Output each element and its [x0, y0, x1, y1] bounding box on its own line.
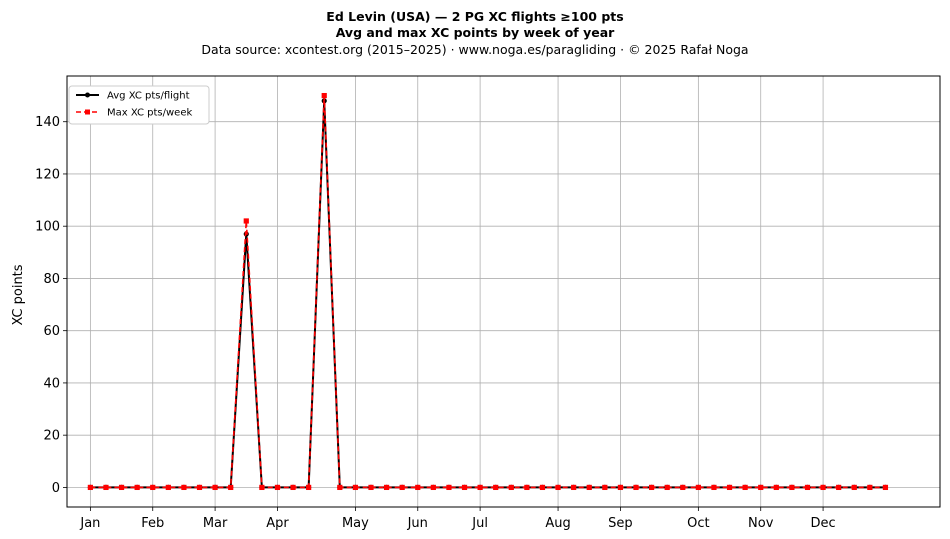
max-point — [415, 484, 421, 491]
max-point — [461, 484, 468, 491]
x-tick-label: Jul — [471, 516, 488, 531]
chart-subtitle: Avg and max XC points by week of year — [335, 25, 615, 40]
chart-title: Ed Levin (USA) — 2 PG XC flights ≥100 pt… — [326, 9, 624, 24]
max-point — [508, 484, 514, 491]
grid-lines — [67, 76, 940, 507]
max-point — [337, 484, 343, 491]
x-tick-label: Dec — [811, 516, 836, 531]
max-point — [867, 484, 873, 491]
legend: Avg XC pts/flight Max XC pts/week — [68, 85, 210, 125]
axis-ticks: 0 20 40 60 80 100 120 140 Jan Feb Mar Apr May Jun Jul A… — [35, 115, 835, 531]
max-point — [539, 484, 546, 491]
y-tick-label: 80 — [43, 272, 60, 287]
max-point — [306, 484, 312, 491]
max-point — [446, 484, 452, 491]
max-point — [399, 484, 405, 491]
x-tick-label: Feb — [141, 516, 164, 531]
max-point — [118, 484, 125, 491]
max-point — [228, 484, 234, 491]
max-point — [352, 484, 359, 491]
x-tick-label: May — [342, 516, 369, 531]
max-point — [586, 484, 592, 491]
max-point — [196, 484, 203, 491]
x-tick-label: Apr — [266, 516, 289, 531]
max-point — [804, 484, 811, 491]
max-point — [493, 484, 499, 491]
legend-marker-max — [85, 109, 90, 115]
max-point — [150, 484, 156, 491]
max-point — [617, 484, 624, 491]
y-tick-label: 0 — [52, 481, 60, 496]
max-point — [103, 484, 109, 491]
max-point — [212, 484, 218, 491]
max-point — [368, 484, 374, 491]
plot-area-frame — [66, 75, 941, 508]
series-line-avg — [90, 100, 886, 489]
max-point — [726, 484, 733, 491]
x-tick-label: Sep — [608, 516, 633, 531]
legend-label-avg: Avg XC pts/flight — [107, 91, 190, 102]
max-point — [633, 484, 639, 491]
max-point — [773, 484, 779, 491]
max-point — [602, 484, 608, 491]
x-tick-label: Nov — [748, 516, 774, 531]
max-point — [274, 484, 281, 491]
max-point — [851, 484, 857, 491]
max-point — [87, 484, 93, 491]
y-tick-label: 20 — [43, 429, 60, 444]
x-tick-label: Jan — [79, 516, 100, 531]
max-point — [820, 484, 826, 491]
max-point — [758, 484, 764, 491]
series-lines — [87, 92, 889, 491]
x-tick-label: Oct — [687, 516, 709, 531]
max-point — [664, 484, 670, 491]
max-point — [711, 484, 717, 491]
data-source-note: Data source: xcontest.org (2015–2025) · … — [201, 42, 749, 57]
max-point — [290, 484, 296, 491]
max-point — [571, 484, 577, 491]
max-point — [383, 484, 390, 491]
max-point — [836, 484, 842, 491]
max-point — [882, 484, 889, 491]
max-point — [477, 484, 483, 491]
y-tick-label: 120 — [35, 167, 60, 182]
series-line-max — [90, 95, 886, 489]
legend-box — [68, 85, 210, 125]
max-point — [430, 484, 436, 491]
legend-label-max: Max XC pts/week — [107, 108, 192, 119]
y-tick-label: 140 — [35, 115, 60, 130]
max-point — [648, 484, 655, 491]
max-point — [181, 484, 187, 491]
max-point — [243, 218, 249, 224]
max-point — [524, 484, 530, 491]
max-point — [555, 484, 561, 491]
x-tick-label: Aug — [545, 516, 570, 531]
x-tick-label: Jun — [407, 516, 428, 531]
y-tick-label: 100 — [35, 220, 60, 235]
max-point — [134, 484, 140, 491]
y-tick-label: 40 — [43, 376, 60, 391]
max-point — [165, 484, 171, 491]
max-point — [259, 484, 265, 491]
max-point — [789, 484, 795, 491]
y-tick-label: 60 — [43, 324, 60, 339]
max-point — [321, 92, 327, 99]
y-axis-label: XC points — [11, 264, 26, 325]
max-point — [680, 484, 686, 491]
max-point — [695, 484, 701, 491]
legend-marker-avg — [85, 92, 90, 98]
chart-titles: Ed Levin (USA) — 2 PG XC flights ≥100 pt… — [0, 9, 950, 58]
x-tick-label: Mar — [203, 516, 228, 531]
max-point — [742, 484, 748, 491]
